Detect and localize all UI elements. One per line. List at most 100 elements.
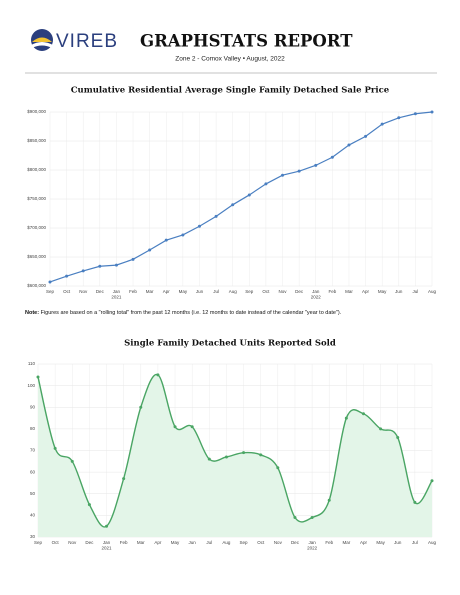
x-tick-label: Jan [113, 289, 121, 294]
point [181, 233, 185, 237]
note-label: Note: [25, 310, 39, 316]
y-tick-label: $650,000 [27, 254, 46, 259]
point [413, 500, 417, 504]
x-tick-label: Jun [394, 540, 402, 545]
y-tick-label: $800,000 [27, 167, 46, 172]
x-tick-label: Nov [68, 540, 77, 545]
x-tick-label: Jan [312, 289, 320, 294]
point [397, 116, 401, 120]
x-tick-label: Feb [129, 289, 137, 294]
point [242, 451, 246, 455]
x-tick-label: Apr [360, 540, 368, 545]
point [114, 263, 118, 267]
x-tick-label: Dec [96, 289, 105, 294]
x-tick-label: May [179, 289, 188, 294]
point [430, 110, 434, 114]
x-tick-label: Sep [34, 540, 43, 545]
point [207, 457, 211, 461]
x-year-label: 2021 [102, 546, 113, 551]
x-tick-label: Aug [428, 289, 437, 294]
x-tick-label: Jan [103, 540, 111, 545]
point [293, 516, 297, 520]
point [330, 155, 334, 159]
point [139, 405, 143, 409]
x-tick-label: May [378, 289, 387, 294]
x-tick-label: May [171, 540, 180, 545]
x-tick-label: Feb [120, 540, 128, 545]
y-tick-label: $850,000 [27, 138, 46, 143]
point [173, 425, 177, 429]
logo-icon [31, 42, 53, 48]
logo-text: VIREB [56, 31, 118, 52]
x-tick-label: Jul [412, 540, 418, 545]
point [224, 455, 228, 459]
y-tick-label: 30 [30, 534, 36, 539]
point [122, 477, 126, 481]
point [310, 516, 314, 520]
x-tick-label: Sep [240, 540, 249, 545]
report-title: GRAPHSTATS REPORT [140, 32, 353, 51]
y-tick-label: 80 [30, 426, 36, 431]
y-tick-label: $750,000 [27, 196, 46, 201]
y-tick-label: 100 [27, 383, 35, 388]
x-tick-label: Mar [342, 540, 350, 545]
note-text: Figures are based on a "rolling total" f… [41, 310, 342, 316]
x-tick-label: Feb [325, 540, 333, 545]
point [87, 503, 91, 507]
x-tick-label: Nov [79, 289, 88, 294]
point [364, 134, 368, 138]
point [413, 112, 417, 116]
x-tick-label: Mar [137, 540, 145, 545]
point [281, 173, 285, 177]
y-tick-label: 50 [30, 491, 36, 496]
x-tick-label: Aug [428, 540, 437, 545]
x-year-label: 2021 [111, 295, 122, 300]
x-tick-label: Jun [395, 289, 403, 294]
x-tick-label: Feb [328, 289, 336, 294]
point [264, 182, 268, 186]
x-tick-label: Jul [413, 289, 419, 294]
x-tick-label: Mar [345, 289, 353, 294]
x-tick-label: Nov [279, 289, 288, 294]
point [314, 163, 318, 167]
point [327, 498, 331, 502]
y-tick-label: $600,000 [27, 283, 46, 288]
point [148, 248, 152, 252]
y-tick-label: 110 [28, 361, 36, 366]
charts: Cumulative Residential Average Single Fa… [27, 86, 436, 551]
point [430, 479, 434, 483]
point [164, 238, 168, 242]
logo-icon [32, 37, 52, 42]
report-subtitle: Zone 2 - Comox Valley • August, 2022 [175, 56, 285, 63]
x-tick-label: Apr [163, 289, 171, 294]
point [347, 143, 351, 147]
x-tick-label: Sep [46, 289, 55, 294]
x-tick-label: Apr [362, 289, 370, 294]
point [396, 436, 400, 440]
y-tick-label: 60 [30, 469, 36, 474]
point [98, 264, 102, 268]
point [190, 425, 194, 429]
area [38, 374, 432, 537]
note: Note: Figures are based on a "rolling to… [25, 310, 342, 316]
line [49, 111, 433, 283]
x-tick-label: Dec [85, 540, 94, 545]
x-tick-label: Mar [146, 289, 154, 294]
point [297, 169, 301, 173]
x-tick-label: Nov [274, 540, 283, 545]
y-tick-label: 40 [30, 513, 36, 518]
y-tick-label: $700,000 [27, 225, 46, 230]
x-tick-label: Jul [213, 289, 219, 294]
x-tick-label: Oct [63, 289, 71, 294]
point [379, 427, 383, 431]
point [156, 373, 160, 377]
x-tick-label: May [376, 540, 385, 545]
x-year-label: 2022 [307, 546, 318, 551]
x-tick-label: Jun [196, 289, 204, 294]
x-tick-label: Dec [291, 540, 300, 545]
x-year-label: 2022 [311, 295, 322, 300]
point [105, 524, 109, 528]
x-tick-label: Sep [245, 289, 254, 294]
